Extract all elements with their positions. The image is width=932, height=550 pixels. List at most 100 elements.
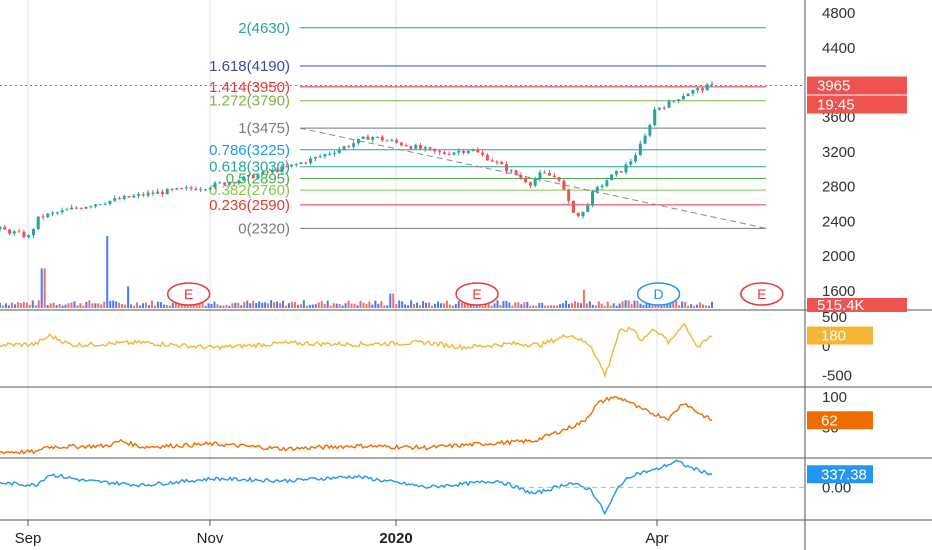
volume-bar <box>579 303 582 308</box>
volume-bar <box>493 303 496 308</box>
volume-bar <box>356 305 359 308</box>
volume-bars <box>0 236 713 308</box>
volume-bar <box>180 304 183 308</box>
candle <box>485 153 489 161</box>
candle <box>438 148 442 156</box>
volume-bar <box>454 303 457 308</box>
volume-bar <box>201 303 204 308</box>
volume-bar <box>514 302 517 308</box>
last-price-badge-bg <box>807 76 907 95</box>
flow-pane[interactable] <box>0 459 805 516</box>
candle <box>481 149 485 157</box>
candle <box>304 161 308 166</box>
volume-badge: 515.4K <box>807 297 907 314</box>
volume-bar <box>529 305 532 308</box>
event-marker[interactable]: E <box>166 282 211 306</box>
candle <box>60 207 64 215</box>
volume-bar <box>547 305 550 308</box>
volume-bar <box>568 303 571 308</box>
event-marker[interactable]: D <box>636 282 681 306</box>
candle <box>414 143 418 150</box>
candle-body <box>208 187 212 190</box>
candle-body <box>36 216 40 230</box>
price-tick-label: 4400 <box>822 40 855 57</box>
volume-bar <box>19 303 22 308</box>
volume-bar <box>159 302 162 308</box>
volume-bar <box>52 302 55 308</box>
candle-body <box>595 187 599 192</box>
time-scale[interactable]: Sep Nov 2020 Apr <box>15 520 669 547</box>
volume-bar <box>487 302 490 308</box>
volume-bar <box>100 304 103 308</box>
candle <box>605 177 609 188</box>
event-marker[interactable]: E <box>455 282 499 306</box>
candle <box>309 156 313 166</box>
candle <box>519 172 523 180</box>
candle <box>180 187 184 190</box>
volume-bar <box>261 302 264 308</box>
candle-body <box>562 180 566 190</box>
candle <box>624 162 628 175</box>
candle-body <box>490 160 494 162</box>
volume-bar <box>439 303 442 308</box>
price-scale[interactable]: 4800440040003600320028002400200016003965… <box>807 5 907 496</box>
candle <box>409 145 413 150</box>
candle <box>8 228 12 236</box>
momentum-pane[interactable] <box>0 395 713 455</box>
candle-body <box>571 200 575 213</box>
volume-bar <box>49 303 52 308</box>
volume-bar <box>28 304 31 308</box>
candle <box>261 171 265 176</box>
volume-bar <box>64 304 67 308</box>
candle <box>337 146 341 155</box>
volume-bar <box>627 300 630 308</box>
flow-line <box>0 459 713 516</box>
candlestick-series[interactable] <box>0 80 714 239</box>
volume-bar <box>237 302 240 308</box>
candle <box>619 171 623 174</box>
volume-bar <box>532 305 535 308</box>
oscillator-pane[interactable] <box>0 322 713 379</box>
event-marker[interactable]: E <box>740 282 784 306</box>
volume-bar <box>505 300 508 308</box>
date-tick-label: Sep <box>15 530 42 547</box>
candle-body <box>46 213 50 218</box>
candle <box>538 169 542 182</box>
candle-body <box>352 143 356 147</box>
volume-bar <box>103 301 106 308</box>
volume-bar <box>273 302 276 308</box>
volume-bar <box>550 305 553 308</box>
candle-body <box>414 145 418 149</box>
candle-body <box>266 171 270 173</box>
candle-body <box>619 171 623 173</box>
candle-body <box>65 209 69 211</box>
candle <box>643 133 647 145</box>
candle-body <box>648 125 652 136</box>
volume-bar <box>22 301 25 308</box>
candle-body <box>280 166 284 173</box>
candle <box>557 177 561 183</box>
volume-bar <box>469 304 472 308</box>
candle-body <box>433 148 437 152</box>
candle <box>629 158 633 167</box>
candle-body <box>581 211 585 217</box>
volume-bar <box>642 304 645 308</box>
volume-bar <box>639 303 642 308</box>
volume-bar <box>264 302 267 308</box>
candle <box>79 207 83 210</box>
volume-bar <box>705 305 708 308</box>
candle <box>514 169 518 176</box>
candle-body <box>160 191 164 195</box>
volume-bar <box>517 302 520 308</box>
volume-bar <box>392 293 395 308</box>
volume-bar <box>106 236 109 308</box>
candle <box>423 145 427 152</box>
volume-bar <box>430 305 433 308</box>
price-pane[interactable]: 2(4630) 1.618(4190) 1.414(3950)1.272(3790)… <box>0 20 805 308</box>
candle-body <box>156 191 160 194</box>
candle <box>246 174 250 180</box>
candle-body <box>466 150 470 153</box>
volume-bar <box>562 303 565 308</box>
candle-body <box>519 175 523 179</box>
